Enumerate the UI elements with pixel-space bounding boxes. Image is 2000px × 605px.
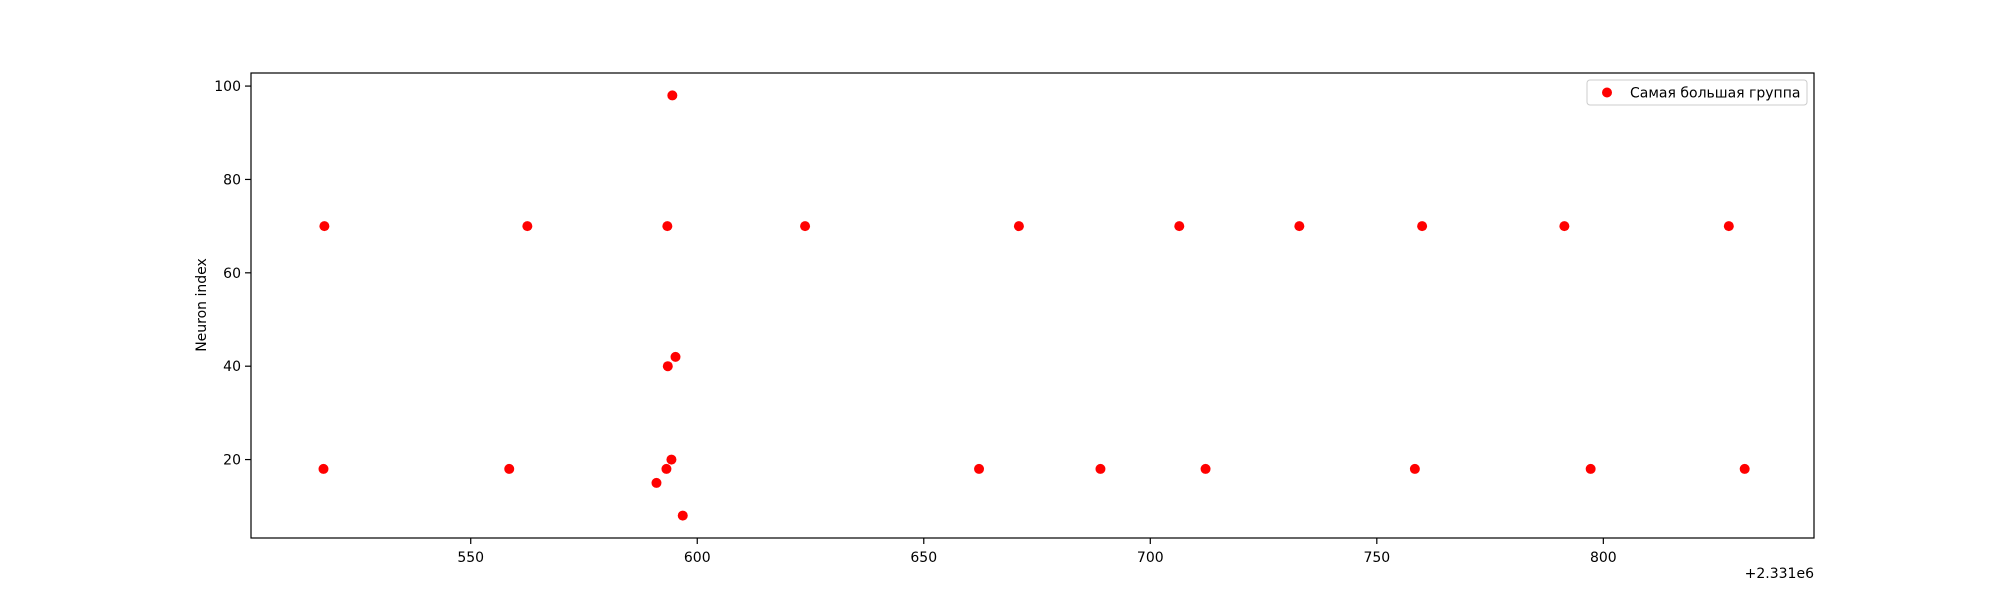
x-tick-label: 750 bbox=[1363, 550, 1390, 566]
y-tick-label: 60 bbox=[223, 266, 241, 282]
data-point bbox=[1417, 221, 1428, 232]
plot-frame bbox=[250, 72, 1815, 539]
y-axis-label: Neuron index bbox=[194, 258, 210, 352]
data-point bbox=[1585, 463, 1596, 474]
data-point bbox=[1739, 463, 1750, 474]
plot-area bbox=[251, 73, 1814, 538]
data-point bbox=[504, 463, 515, 474]
data-point bbox=[662, 221, 673, 232]
y-tick-label: 40 bbox=[223, 359, 241, 375]
data-point bbox=[1723, 221, 1734, 232]
data-point bbox=[319, 221, 330, 232]
data-point bbox=[677, 510, 688, 521]
data-point bbox=[1200, 463, 1211, 474]
x-axis-offset-label: +2.331e6 bbox=[1745, 566, 1814, 582]
y-tick-label: 100 bbox=[214, 79, 241, 95]
y-tick-label: 20 bbox=[223, 453, 241, 469]
y-tick-label: 80 bbox=[223, 172, 241, 188]
legend-box bbox=[1586, 79, 1808, 106]
data-point bbox=[1559, 221, 1570, 232]
x-axis: 550 600 650 700 750 800 bbox=[457, 538, 1617, 566]
legend-label: Самая большая группа bbox=[1630, 86, 1800, 102]
data-point bbox=[661, 463, 672, 474]
legend-marker bbox=[1602, 87, 1612, 98]
x-tick-label: 550 bbox=[457, 550, 484, 566]
data-point bbox=[667, 90, 678, 101]
points-layer bbox=[318, 90, 1750, 521]
data-point bbox=[522, 221, 533, 232]
legend: Самая большая группа bbox=[1586, 79, 1808, 106]
data-point bbox=[800, 221, 811, 232]
data-point bbox=[670, 351, 681, 362]
y-axis: 20 40 60 80 100 bbox=[214, 79, 251, 469]
data-point bbox=[1174, 221, 1185, 232]
data-point bbox=[1294, 221, 1305, 232]
x-tick-label: 600 bbox=[684, 550, 711, 566]
data-point bbox=[651, 477, 662, 488]
data-point bbox=[662, 361, 673, 372]
x-tick-label: 700 bbox=[1137, 550, 1164, 566]
x-tick-label: 800 bbox=[1590, 550, 1617, 566]
x-tick-label: 650 bbox=[910, 550, 937, 566]
data-point bbox=[1013, 221, 1024, 232]
data-point bbox=[666, 454, 677, 465]
data-point bbox=[318, 463, 329, 474]
data-point bbox=[1095, 463, 1106, 474]
data-point bbox=[974, 463, 985, 474]
data-point bbox=[1409, 463, 1420, 474]
